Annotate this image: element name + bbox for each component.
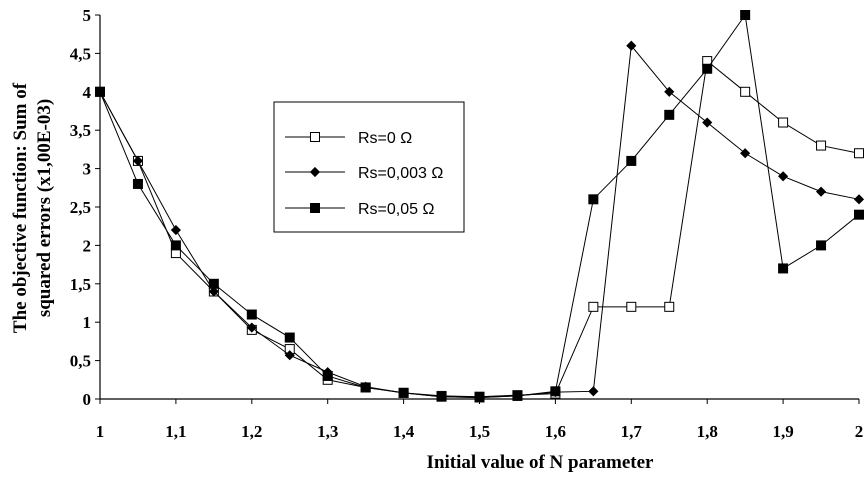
x-tick-label: 1,2: [241, 422, 262, 441]
data-point: [778, 117, 789, 128]
data-point: [588, 194, 599, 205]
y-axis-title-line1: The objective function: Sum of: [10, 82, 31, 333]
legend-marker: [310, 132, 320, 142]
data-point: [740, 86, 751, 97]
data-point: [816, 140, 827, 151]
y-axis-title-line2: squared errors (x1,00E-03): [34, 99, 55, 317]
y-tick-label: 5: [83, 6, 92, 25]
x-tick-label: 1,4: [393, 422, 415, 441]
data-point: [132, 178, 143, 189]
y-tick-label: 0: [83, 390, 92, 409]
y-tick-label: 4: [83, 83, 92, 102]
data-point: [170, 224, 181, 236]
data-point: [664, 301, 675, 312]
x-tick-label: 1: [96, 422, 105, 441]
x-tick-label: 2: [855, 422, 864, 441]
data-point: [246, 309, 257, 320]
y-tick-label: 2: [83, 236, 92, 255]
data-point: [778, 171, 789, 182]
legend: Rs=0 Ω Rs=0,003 Ω Rs=0,05 Ω: [273, 101, 465, 233]
data-point: [740, 10, 751, 20]
data-point: [778, 263, 789, 274]
x-tick-label: 1,1: [165, 422, 186, 441]
series-layer: [94, 10, 865, 403]
data-point: [626, 301, 637, 312]
data-point: [626, 155, 637, 166]
data-point: [436, 391, 447, 402]
series-1: [95, 56, 864, 402]
data-point: [208, 278, 219, 289]
series-line: [99, 44, 860, 398]
series-3: [95, 10, 864, 403]
y-tick-label: 1: [83, 313, 92, 332]
y-tick-label: 1,5: [70, 275, 91, 294]
data-point: [815, 186, 827, 197]
tick-labels: 0 0,5 1 1,5 2 2,5 3 3,5 4 4,5 5 1 1,1 1,2 1,3 1,4 1,5 1,6…: [70, 6, 864, 441]
data-point: [170, 240, 181, 251]
data-point: [702, 117, 713, 128]
data-point: [588, 301, 599, 312]
data-point: [208, 286, 219, 297]
data-point: [854, 209, 864, 220]
legend-label: Rs=0,05 Ω: [358, 201, 434, 218]
legend-entry-3: Rs=0,05 Ω: [285, 201, 434, 218]
x-tick-label: 1,9: [772, 422, 793, 441]
data-point: [246, 322, 257, 333]
data-point: [284, 350, 295, 361]
legend-label: Rs=0,003 Ω: [358, 165, 443, 182]
x-axis-title: Initial value of N parameter: [427, 452, 654, 473]
y-tick-label: 3,5: [70, 121, 91, 140]
data-point: [664, 86, 675, 97]
data-point: [740, 148, 751, 159]
x-tick-label: 1,5: [469, 422, 490, 441]
legend-entry-1: Rs=0 Ω: [285, 130, 412, 147]
data-point: [95, 86, 105, 97]
data-point: [512, 390, 523, 401]
data-point: [132, 155, 144, 166]
y-tick-label: 2,5: [70, 198, 91, 217]
legend-marker: [310, 203, 320, 213]
data-point: [854, 148, 864, 159]
data-point: [284, 332, 295, 343]
x-tick-label: 1,3: [317, 422, 338, 441]
axes: [95, 14, 860, 404]
series-line: [99, 13, 860, 398]
data-point: [702, 63, 713, 74]
x-tick-label: 1,8: [697, 422, 718, 441]
legend-marker: [309, 166, 321, 178]
data-point: [626, 40, 637, 51]
x-tick-label: 1,7: [621, 422, 643, 441]
data-point: [816, 240, 827, 251]
series-line: [99, 60, 860, 398]
y-tick-label: 3: [83, 160, 92, 179]
data-point: [853, 194, 865, 205]
data-point: [588, 386, 599, 397]
data-point: [322, 370, 333, 381]
y-tick-label: 4,5: [70, 44, 91, 63]
data-point: [398, 387, 409, 398]
y-tick-label: 0,5: [70, 352, 91, 371]
data-point: [360, 382, 371, 393]
data-point: [474, 392, 485, 403]
x-tick-label: 1,6: [545, 422, 566, 441]
legend-box: [273, 101, 465, 233]
legend-label: Rs=0 Ω: [358, 130, 412, 147]
data-point: [550, 386, 561, 397]
legend-entry-2: Rs=0,003 Ω: [285, 165, 443, 182]
data-point: [664, 109, 675, 120]
